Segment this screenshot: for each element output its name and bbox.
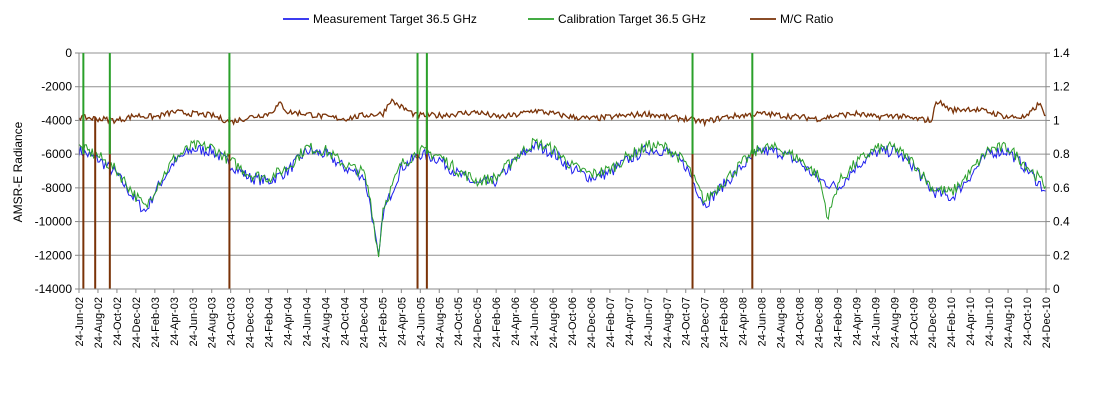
x-tick-label: 24-Jun-10: [984, 297, 996, 347]
x-tick-label: 24-Aug-10: [1003, 297, 1015, 348]
legend: Measurement Target 36.5 GHz Calibration T…: [283, 12, 834, 26]
x-tick-label: 24-Apr-04: [283, 297, 295, 346]
x-tick-label: 24-Feb-08: [719, 297, 731, 348]
y-tick-label: -2000: [41, 80, 72, 94]
x-tick-label: 24-Apr-03: [169, 297, 181, 346]
x-tick-label: 24-Aug-07: [662, 297, 674, 348]
x-tick-label: 24-Dec-08: [813, 297, 825, 348]
y-tick-label: 0: [65, 46, 72, 60]
x-tick-label: 24-Oct-05: [453, 297, 465, 346]
x-tick-label: 24-Jun-03: [188, 297, 200, 347]
x-tick-label: 24-Aug-05: [434, 297, 446, 348]
y-axis-label: AMSR-E Radiance: [11, 121, 25, 222]
x-tick-label: 24-Jun-07: [643, 297, 655, 347]
x-tick-label: 24-Feb-07: [605, 297, 617, 348]
x-tick-label: 24-Dec-02: [131, 297, 143, 348]
x-tick-label: 24-Jun-04: [302, 297, 314, 347]
series-line-measurement-target-36-5-ghz: [78, 140, 1047, 256]
x-tick-label: 24-Dec-07: [700, 297, 712, 348]
y2-tick-label: 0: [1053, 282, 1060, 296]
x-tick-label: 24-Dec-04: [358, 297, 370, 348]
x-tick-label: 24-Dec-10: [1041, 297, 1053, 348]
x-tick-label: 24-Aug-04: [320, 297, 332, 348]
y-tick-label: -14000: [35, 282, 73, 296]
grid: [79, 52, 1046, 256]
series-lines: [78, 53, 1047, 289]
x-tick-label: 24-Jun-08: [757, 297, 769, 347]
y-tick-label: -6000: [41, 147, 72, 161]
x-tick-label: 24-Dec-09: [927, 297, 939, 348]
x-tick-label: 24-Oct-09: [908, 297, 920, 346]
y-tick-label: -8000: [41, 181, 72, 195]
series-line-m-c-ratio: [78, 98, 1047, 128]
x-tick-label: 24-Oct-10: [1022, 297, 1034, 346]
x-tick-label: 24-Dec-03: [245, 297, 257, 348]
y2-tick-label: 1.2: [1053, 80, 1070, 94]
x-tick-label: 24-Dec-05: [472, 297, 484, 348]
x-tick-label: 24-Jun-09: [870, 297, 882, 347]
x-tick-label: 24-Aug-09: [889, 297, 901, 348]
x-tick-label: 24-Dec-06: [586, 297, 598, 348]
x-tick-label: 24-Apr-06: [510, 297, 522, 346]
x-tick-label: 24-Oct-08: [795, 297, 807, 346]
x-tick-label: 24-Aug-02: [93, 297, 105, 348]
y2-tick-label: 0.6: [1053, 181, 1070, 195]
x-tick-label: 24-Apr-10: [965, 297, 977, 346]
x-tick-label: 24-Apr-05: [396, 297, 408, 346]
x-tick-label: 24-Apr-08: [738, 297, 750, 346]
x-tick-label: 24-Aug-06: [548, 297, 560, 348]
x-tick-label: 24-Oct-03: [226, 297, 238, 346]
axes: 0 -2000 -4000 -6000 -8000 -10000 -12000 -14000 1…: [35, 46, 1070, 348]
x-tick-label: 24-Oct-06: [567, 297, 579, 346]
x-tick-label: 24-Oct-07: [681, 297, 693, 346]
x-tick-label: 24-Feb-04: [264, 297, 276, 348]
y-tick-label: -12000: [35, 248, 73, 262]
legend-label: Measurement Target 36.5 GHz: [313, 12, 477, 26]
y2-tick-label: 0.2: [1053, 248, 1070, 262]
y2-tick-label: 1.4: [1053, 46, 1070, 60]
x-tick-label: 24-Jun-05: [415, 297, 427, 347]
y-tick-label: -4000: [41, 113, 72, 127]
y-tick-label: -10000: [35, 215, 73, 229]
y2-tick-label: 0.4: [1053, 215, 1070, 229]
x-tick-label: 24-Apr-07: [624, 297, 636, 346]
legend-label: M/C Ratio: [780, 12, 834, 26]
x-tick-label: 24-Feb-10: [946, 297, 958, 348]
x-tick-label: 24-Jun-06: [529, 297, 541, 347]
x-tick-label: 24-Oct-02: [112, 297, 124, 346]
x-tick-label: 24-Jun-02: [74, 297, 86, 347]
y2-tick-label: 0.8: [1053, 147, 1070, 161]
x-tick-label: 24-Oct-04: [339, 297, 351, 346]
legend-label: Calibration Target 36.5 GHz: [558, 12, 706, 26]
x-tick-label: 24-Feb-09: [832, 297, 844, 348]
x-tick-label: 24-Aug-08: [776, 297, 788, 348]
series-line-calibration-target-36-5-ghz: [78, 137, 1047, 258]
y2-tick-label: 1: [1053, 113, 1060, 127]
x-tick-label: 24-Feb-05: [377, 297, 389, 348]
x-tick-label: 24-Aug-03: [207, 297, 219, 348]
x-tick-label: 24-Feb-03: [150, 297, 162, 348]
x-tick-label: 24-Apr-09: [851, 297, 863, 346]
x-tick-label: 24-Feb-06: [491, 297, 503, 348]
